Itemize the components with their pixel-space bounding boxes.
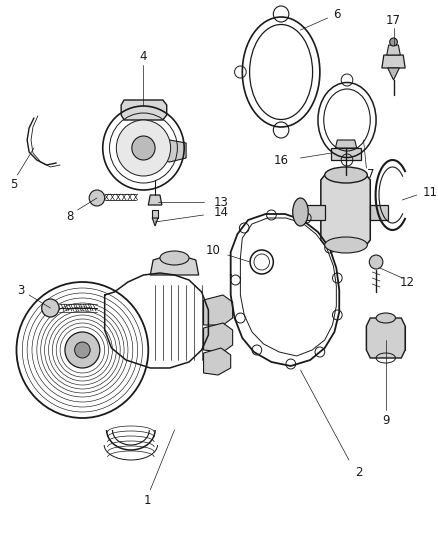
Polygon shape bbox=[370, 205, 388, 220]
Circle shape bbox=[65, 332, 100, 368]
Ellipse shape bbox=[325, 237, 367, 253]
Circle shape bbox=[132, 136, 155, 160]
Polygon shape bbox=[336, 140, 357, 148]
Text: 6: 6 bbox=[334, 7, 341, 20]
Circle shape bbox=[89, 190, 105, 206]
Ellipse shape bbox=[293, 198, 308, 226]
Circle shape bbox=[74, 342, 90, 358]
Polygon shape bbox=[204, 323, 233, 352]
Polygon shape bbox=[387, 45, 400, 55]
Polygon shape bbox=[150, 255, 199, 275]
Text: 7: 7 bbox=[367, 168, 374, 182]
Text: 12: 12 bbox=[399, 276, 415, 288]
Text: 9: 9 bbox=[382, 414, 389, 426]
Ellipse shape bbox=[160, 251, 189, 265]
Polygon shape bbox=[321, 175, 370, 245]
Ellipse shape bbox=[376, 313, 396, 323]
Polygon shape bbox=[152, 218, 158, 226]
Text: 8: 8 bbox=[66, 211, 74, 223]
Polygon shape bbox=[204, 348, 231, 375]
Text: 2: 2 bbox=[355, 465, 362, 479]
Polygon shape bbox=[204, 295, 233, 325]
Text: 13: 13 bbox=[213, 196, 228, 208]
Polygon shape bbox=[388, 68, 399, 80]
Polygon shape bbox=[150, 140, 186, 162]
Circle shape bbox=[42, 299, 59, 317]
Polygon shape bbox=[367, 318, 405, 358]
Text: 5: 5 bbox=[10, 177, 17, 190]
Text: 17: 17 bbox=[386, 13, 401, 27]
Polygon shape bbox=[332, 148, 360, 160]
Text: 16: 16 bbox=[274, 154, 289, 166]
Circle shape bbox=[369, 255, 383, 269]
Text: 14: 14 bbox=[213, 206, 228, 219]
Circle shape bbox=[390, 38, 397, 46]
Polygon shape bbox=[300, 205, 325, 220]
Polygon shape bbox=[148, 195, 162, 205]
Circle shape bbox=[117, 120, 170, 176]
Polygon shape bbox=[382, 55, 405, 68]
Text: 3: 3 bbox=[18, 284, 25, 296]
Text: 4: 4 bbox=[140, 51, 147, 63]
Text: 11: 11 bbox=[423, 185, 438, 198]
Polygon shape bbox=[121, 100, 167, 120]
Text: 1: 1 bbox=[144, 494, 151, 506]
Text: 10: 10 bbox=[206, 244, 221, 256]
Ellipse shape bbox=[325, 167, 367, 183]
Polygon shape bbox=[152, 210, 158, 218]
